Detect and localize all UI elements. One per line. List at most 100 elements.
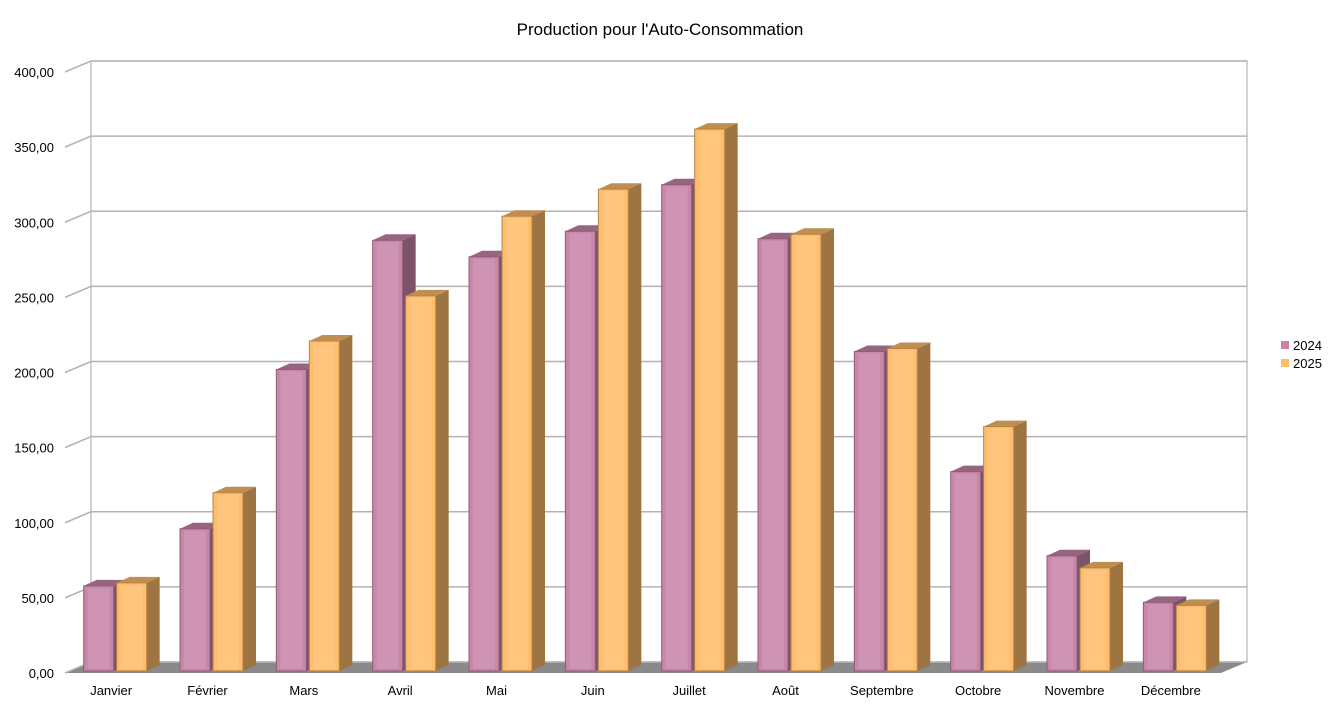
y-tick-label: 150,00	[14, 441, 54, 456]
bar-2025-Juillet	[694, 123, 738, 672]
bar-highlight	[313, 342, 336, 669]
x-tick-label: Décembre	[1141, 683, 1201, 698]
bar-front	[1079, 567, 1111, 672]
bar-front	[179, 528, 211, 672]
bar-side	[1110, 561, 1123, 671]
bar-highlight	[409, 297, 432, 669]
bar-highlight	[569, 233, 592, 669]
bar-2025-Août	[790, 228, 834, 672]
x-tick-label: Février	[187, 683, 228, 698]
bar-front	[564, 230, 596, 672]
bar-front	[116, 582, 148, 672]
bar-side	[724, 123, 738, 672]
bar-top	[950, 465, 994, 472]
bar-highlight	[506, 218, 528, 670]
y-tick-label: 0,00	[29, 666, 54, 681]
bar-highlight	[376, 242, 399, 669]
bar-front	[501, 215, 533, 672]
bar-2025-Avril	[405, 289, 449, 672]
y-tick-label: 50,00	[21, 591, 54, 606]
bar-top	[1080, 561, 1123, 568]
bar-top	[180, 522, 223, 529]
bar-2025-Novembre	[1079, 561, 1123, 672]
gridline	[64, 285, 1247, 299]
legend: 2024 2025	[1281, 338, 1322, 371]
bar-top	[213, 486, 256, 493]
bar-top	[469, 250, 512, 257]
bar-front	[757, 238, 789, 672]
legend-swatch	[1281, 341, 1289, 349]
legend-label: 2024	[1293, 338, 1322, 353]
bar-top	[309, 334, 353, 341]
gridline	[64, 435, 1247, 449]
bar-top	[276, 363, 320, 370]
bar-top	[372, 234, 416, 241]
bar-side	[243, 486, 256, 671]
bar-highlight	[1147, 604, 1170, 669]
bar-top	[405, 289, 449, 296]
legend-swatch	[1281, 359, 1289, 367]
bar-highlight	[665, 186, 688, 669]
bar-highlight	[954, 473, 977, 669]
bar-highlight	[184, 530, 206, 669]
bar-top	[1176, 599, 1220, 606]
bar-front	[790, 233, 822, 672]
chart-title: Production pour l'Auto-Consommation	[517, 20, 804, 39]
bar-front	[983, 426, 1015, 672]
bar-front	[1142, 601, 1174, 672]
bar-2025-Juin	[597, 183, 642, 672]
bar-2025-Septembre	[886, 342, 931, 672]
gridline	[64, 60, 1247, 73]
x-tick-label: Août	[772, 683, 799, 698]
bar-highlight	[280, 371, 303, 669]
bar-top	[502, 210, 545, 217]
bar-top	[565, 225, 609, 232]
x-tick-label: Novembre	[1045, 683, 1105, 698]
bar-highlight	[891, 350, 914, 669]
bar-highlight	[473, 258, 495, 669]
bar-front	[853, 350, 885, 672]
bar-highlight	[795, 236, 817, 669]
bar-top	[661, 178, 705, 185]
bar-highlight	[987, 428, 1010, 669]
x-tick-label: Octobre	[955, 683, 1001, 698]
bar-side	[1013, 420, 1027, 671]
y-tick-label: 100,00	[14, 516, 54, 531]
bar-front	[212, 492, 244, 672]
bar-highlight	[1084, 569, 1106, 669]
bar-front	[308, 340, 340, 672]
bars	[83, 123, 1220, 672]
y-tick-label: 250,00	[14, 290, 54, 305]
bar-2025-Janvier	[116, 576, 160, 672]
bar-top	[116, 576, 160, 583]
bar-2025-Février	[212, 486, 256, 672]
bar-top	[983, 420, 1027, 427]
bar-front	[275, 368, 307, 672]
gridline	[64, 210, 1247, 223]
bar-highlight	[1180, 607, 1203, 669]
bar-top	[598, 183, 642, 190]
bar-2025-Mai	[501, 210, 545, 672]
bar-front	[83, 585, 115, 672]
bar-front	[661, 184, 693, 672]
bar-2024-Septembre	[853, 345, 898, 672]
x-tick-label: Mai	[486, 683, 507, 698]
bar-2025-Octobre	[983, 420, 1027, 672]
x-tick-label: Juillet	[673, 683, 707, 698]
gridline	[64, 135, 1247, 148]
bar-highlight	[762, 240, 784, 669]
bar-side	[917, 342, 931, 671]
bar-top	[791, 228, 834, 235]
y-axis-ticks: 0,00 50,00 100,00 150,00 200,00 250,00 300,00 3…	[14, 65, 54, 681]
x-axis-ticks: Janvier Février Mars Avril Mai Juin Juillet Aoû…	[90, 683, 1201, 698]
bar-side	[339, 334, 353, 671]
legend-label: 2025	[1293, 356, 1322, 371]
y-tick-label: 200,00	[14, 366, 54, 381]
x-tick-label: Mars	[289, 683, 318, 698]
bar-top	[1143, 596, 1187, 603]
bar-top	[887, 342, 931, 349]
bar-highlight	[120, 584, 143, 669]
bar-front	[1046, 555, 1078, 672]
bar-2025-Décembre	[1175, 599, 1220, 672]
